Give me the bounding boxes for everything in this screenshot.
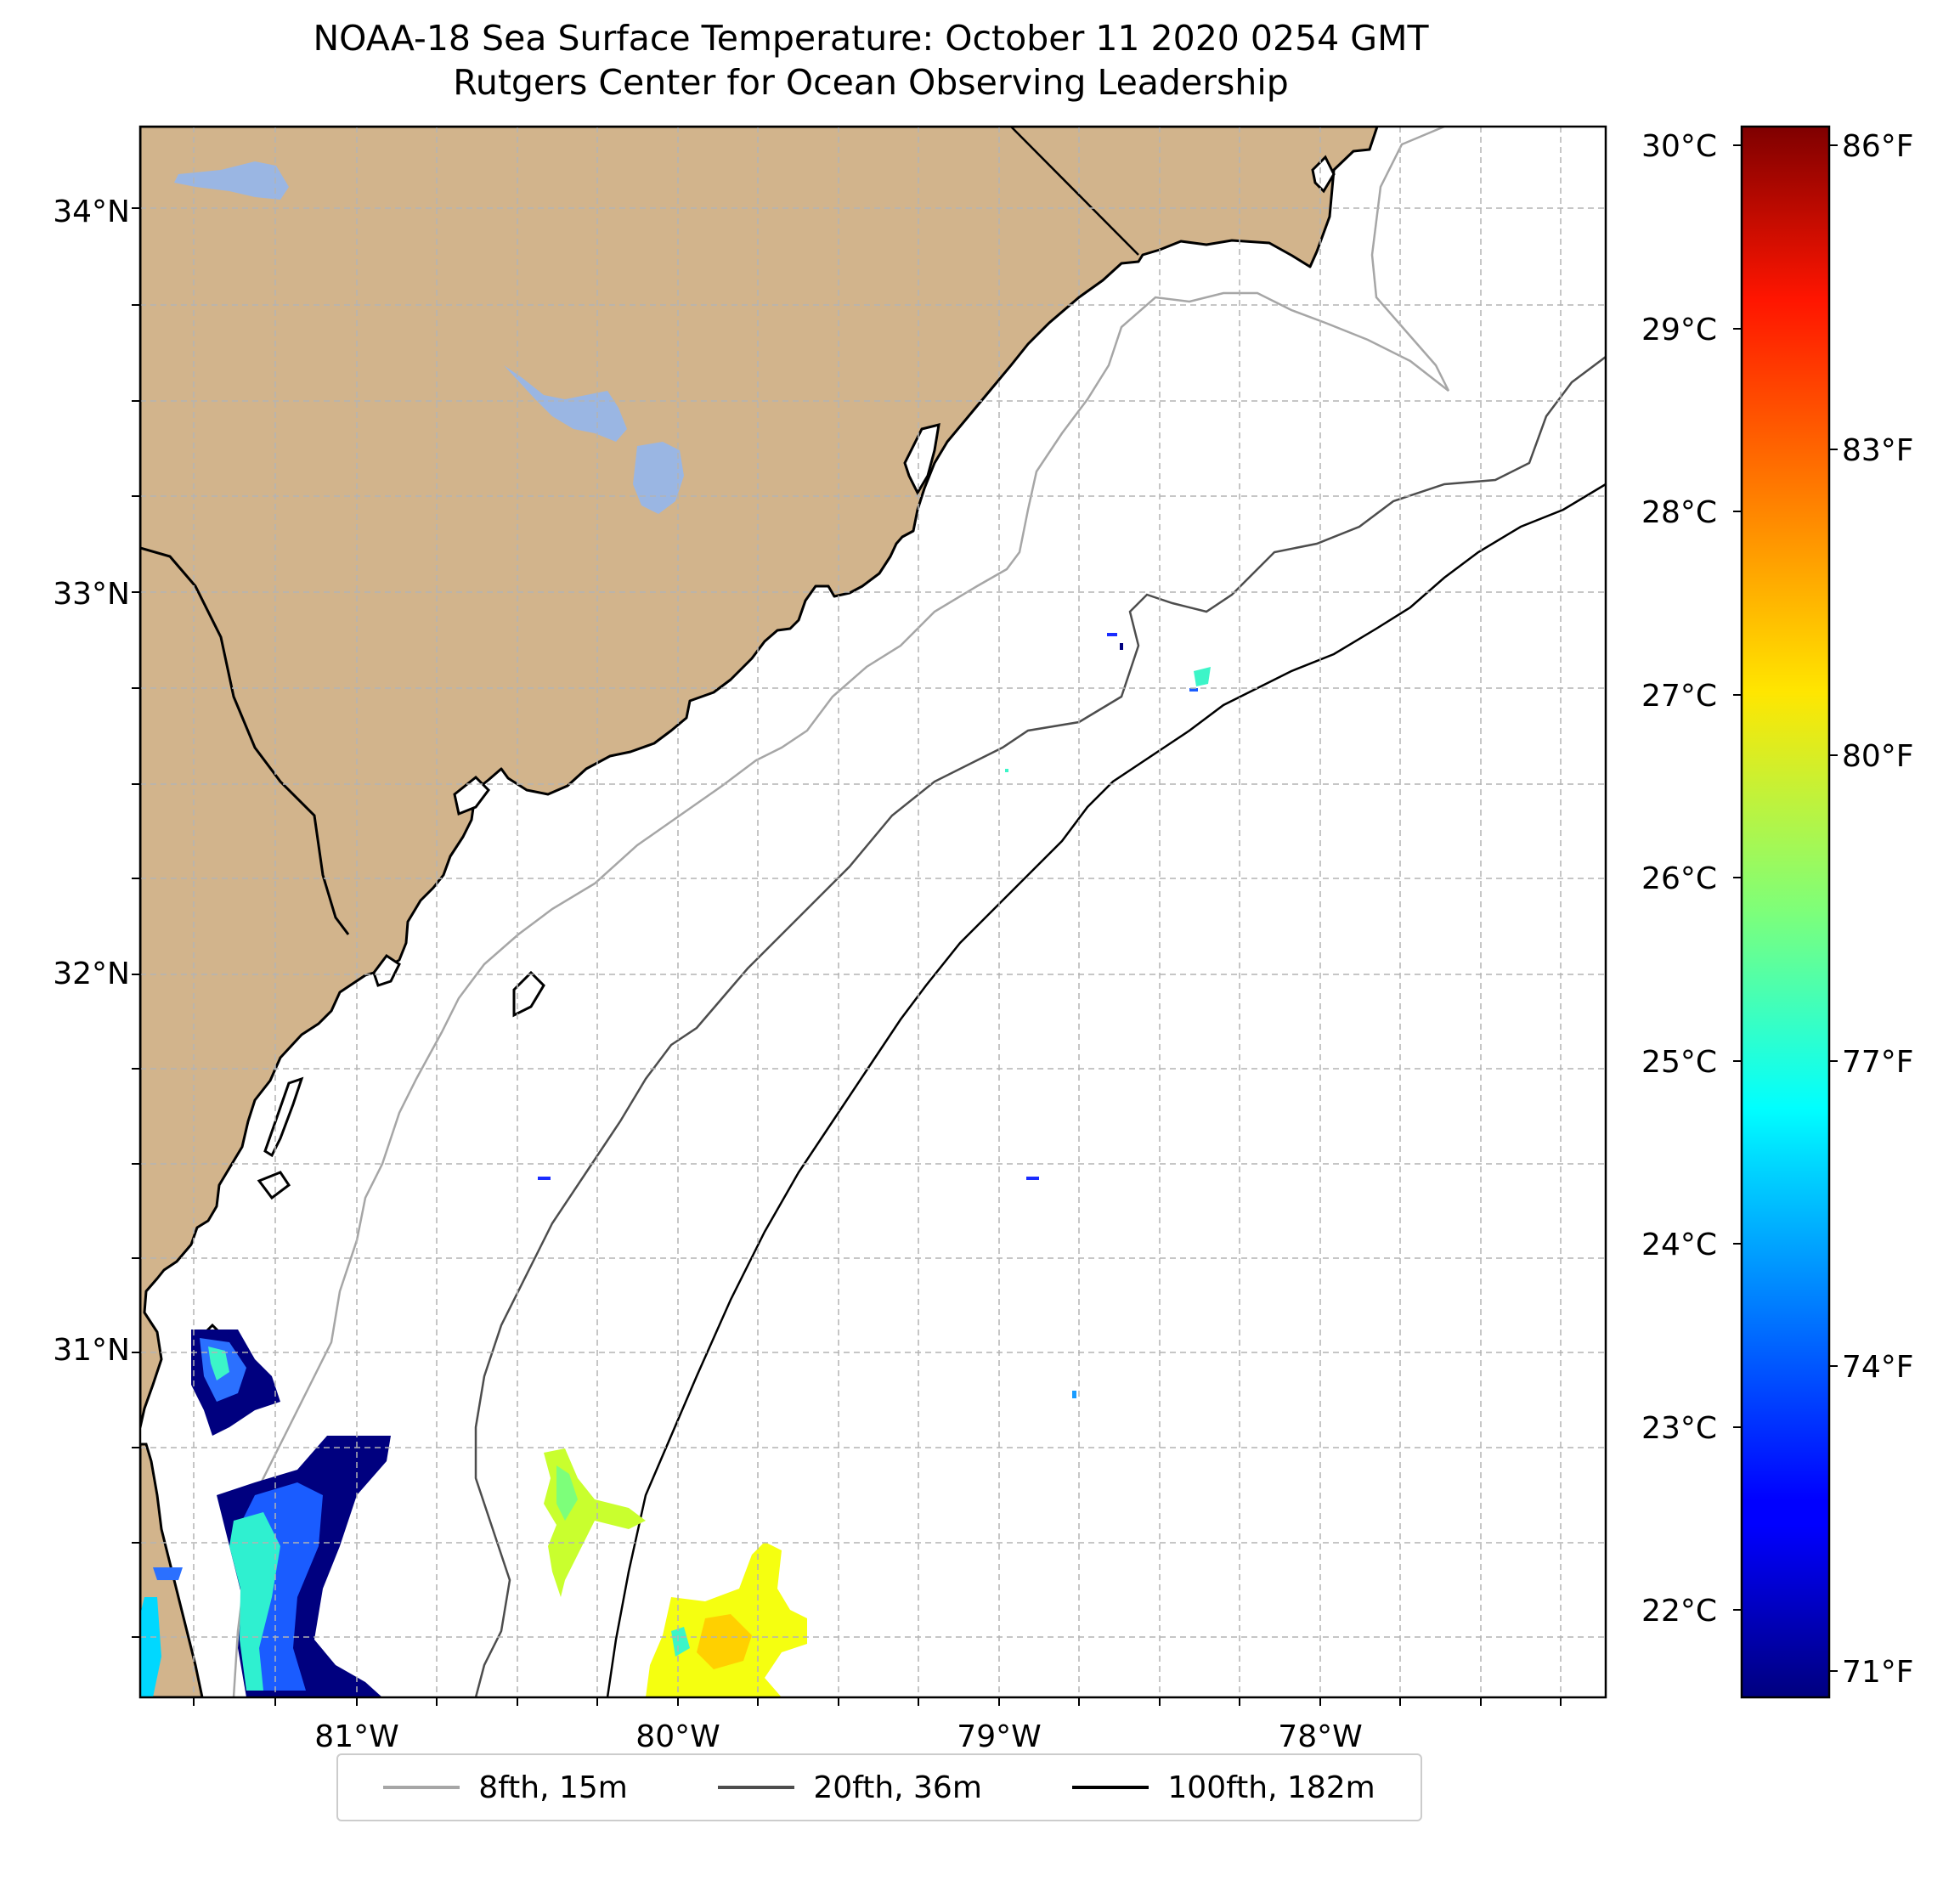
contour-legend: 8fth, 15m 20fth, 36m 100fth, 182m bbox=[336, 1753, 1422, 1821]
lat-label-31: 31°N bbox=[53, 1333, 130, 1368]
cb-c-26: 26°C bbox=[1641, 861, 1717, 896]
cb-c-30: 30°C bbox=[1641, 129, 1717, 164]
coastal-inlets bbox=[194, 155, 1336, 1375]
cb-c-24: 24°C bbox=[1641, 1228, 1717, 1262]
land-mainland bbox=[140, 127, 1379, 1429]
legend-swatch-100fth bbox=[1072, 1786, 1149, 1789]
legend-label-8fth: 8fth, 15m bbox=[478, 1770, 628, 1805]
colorbar-celsius-labels: 30°C 29°C 28°C 27°C 26°C 25°C 24°C 23°C … bbox=[1641, 129, 1717, 1629]
legend-swatch-8fth bbox=[383, 1786, 460, 1789]
cb-c-28: 28°C bbox=[1641, 495, 1717, 530]
cb-c-27: 27°C bbox=[1641, 679, 1717, 714]
map-subtitle: Rutgers Center for Ocean Observing Leade… bbox=[453, 62, 1289, 103]
legend-item-100fth: 100fth, 182m bbox=[1072, 1770, 1375, 1805]
lat-label-32: 32°N bbox=[53, 957, 130, 991]
lake-marion bbox=[174, 161, 289, 200]
cb-f-86: 86°F bbox=[1842, 129, 1914, 164]
cb-f-80: 80°F bbox=[1842, 739, 1914, 774]
map-title: NOAA-18 Sea Surface Temperature: October… bbox=[313, 18, 1429, 59]
lon-label-79w: 79°W bbox=[957, 1719, 1041, 1754]
lake-moultrie bbox=[504, 365, 627, 442]
gridlines bbox=[140, 127, 1606, 1697]
lat-label-33: 33°N bbox=[53, 577, 130, 612]
cb-c-22: 22°C bbox=[1641, 1594, 1717, 1629]
lon-label-78w: 78°W bbox=[1278, 1719, 1362, 1754]
legend-label-20fth: 20fth, 36m bbox=[813, 1770, 982, 1805]
cb-c-29: 29°C bbox=[1641, 313, 1717, 347]
cb-f-83: 83°F bbox=[1842, 433, 1914, 468]
lat-label-34: 34°N bbox=[53, 195, 130, 229]
colorbar-ticks bbox=[1733, 144, 1838, 1672]
axis-ticks bbox=[132, 207, 1562, 1706]
cb-f-74: 74°F bbox=[1842, 1350, 1914, 1385]
sst-patches bbox=[140, 633, 1211, 1697]
contour-100fth bbox=[606, 483, 1606, 1697]
cb-f-71: 71°F bbox=[1842, 1655, 1914, 1690]
legend-label-100fth: 100fth, 182m bbox=[1167, 1770, 1375, 1805]
colorbar bbox=[1740, 125, 1831, 1699]
legend-item-20fth: 20fth, 36m bbox=[718, 1770, 982, 1805]
colorbar-fahrenheit-labels: 86°F 83°F 80°F 77°F 74°F 71°F bbox=[1842, 129, 1914, 1690]
contour-20fth bbox=[474, 356, 1606, 1697]
river-border bbox=[140, 546, 350, 935]
contour-8fth bbox=[232, 127, 1450, 1697]
cb-c-23: 23°C bbox=[1641, 1411, 1717, 1446]
state-border bbox=[1010, 127, 1139, 256]
cb-c-25: 25°C bbox=[1641, 1045, 1717, 1080]
map-frame bbox=[138, 125, 1607, 1699]
lon-label-81w: 81°W bbox=[314, 1719, 398, 1754]
lon-label-80w: 80°W bbox=[635, 1719, 720, 1754]
cb-f-77: 77°F bbox=[1842, 1045, 1914, 1080]
legend-swatch-20fth bbox=[718, 1786, 795, 1789]
legend-item-8fth: 8fth, 15m bbox=[383, 1770, 628, 1805]
